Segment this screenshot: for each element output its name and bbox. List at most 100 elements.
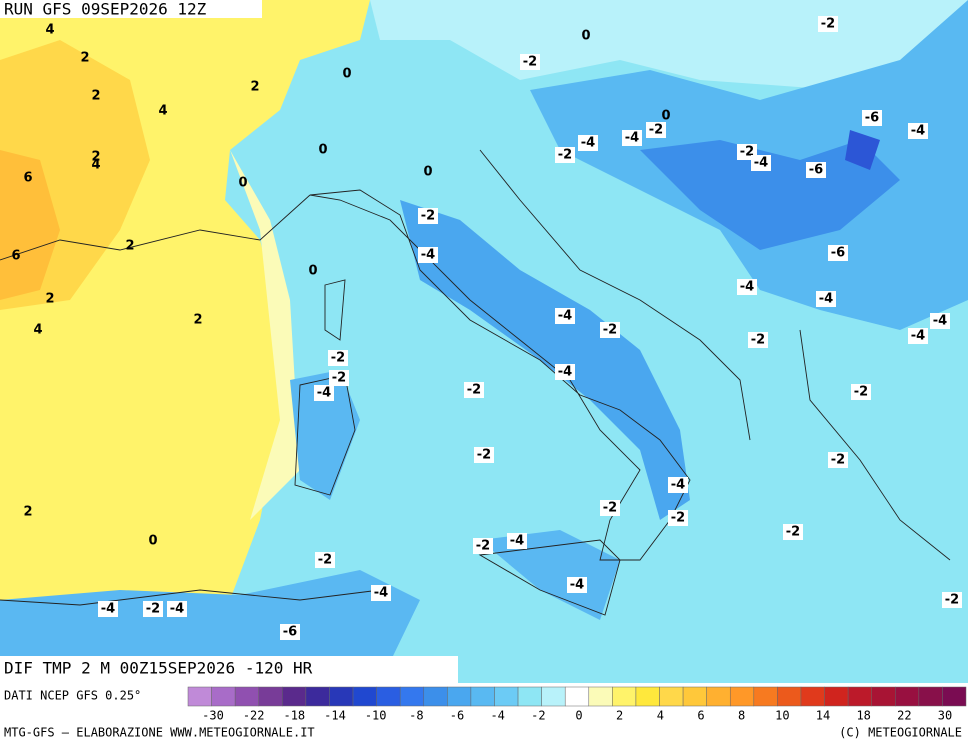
- colorbar-swatch: [588, 686, 613, 707]
- label-bg: [314, 385, 334, 401]
- label-bg: [748, 332, 768, 348]
- contour-label: -6: [809, 163, 823, 178]
- label-bg: [98, 601, 118, 617]
- colorbar-swatch: [635, 686, 660, 707]
- label-bg: [567, 577, 587, 593]
- contour-label: 0: [661, 109, 670, 124]
- contour-label: -4: [317, 386, 331, 401]
- contour-label: 4: [158, 104, 167, 119]
- colorbar-tick-label: 18: [856, 709, 870, 723]
- contour-label: 6: [23, 171, 32, 186]
- footer-credit: MTG-GFS – ELABORAZIONE WWW.METEOGIORNALE…: [4, 726, 315, 740]
- colorbar-swatch: [895, 686, 920, 707]
- label-bg: [555, 147, 575, 163]
- contour-label: -2: [649, 123, 663, 138]
- label-bg: [507, 533, 527, 549]
- colorbar-tick-label: 6: [697, 709, 704, 723]
- contour-label: -2: [331, 351, 345, 366]
- colorbar-swatch: [918, 686, 943, 707]
- coastlines: [0, 149, 951, 616]
- label-bg: [668, 477, 688, 493]
- contour-label: -4: [819, 292, 833, 307]
- adriatic-coast: [479, 149, 751, 441]
- label-bg: [555, 364, 575, 380]
- contour-label: 2: [45, 292, 54, 307]
- label-bg: [862, 110, 882, 126]
- contour-label: -2: [476, 539, 490, 554]
- contour-label: 2: [91, 89, 100, 104]
- contour-label: 0: [342, 67, 351, 82]
- contour-label: 0: [423, 165, 432, 180]
- colorbar: -30 -22 -18 -14 -10 -8 -6 -4 -2 0 2 4 6 8 10 14 18 22 30: [187, 686, 967, 723]
- contour-label: -4: [933, 314, 947, 329]
- corsica: [324, 279, 346, 341]
- label-bg: [783, 524, 803, 540]
- label-bg: [464, 382, 484, 398]
- contour-label: 0: [238, 176, 247, 191]
- contour-label: 4: [33, 323, 42, 338]
- label-bg: [371, 585, 391, 601]
- label-bg: [280, 624, 300, 640]
- label-bg: [751, 155, 771, 171]
- label-bg: [329, 370, 349, 386]
- contour-label: 0: [581, 29, 590, 44]
- cold-core: [640, 140, 900, 250]
- contour-label: -2: [603, 323, 617, 338]
- label-bg: [328, 350, 348, 366]
- colorbar-swatch: [329, 686, 354, 707]
- colorbar-swatch: [494, 686, 519, 707]
- france-coast: [0, 194, 311, 261]
- colorbar-swatch: [682, 686, 707, 707]
- colorbar-swatch: [517, 686, 542, 707]
- label-bg: [473, 538, 493, 554]
- warm-peak: [0, 150, 60, 300]
- contour-label: -2: [740, 145, 754, 160]
- colorbar-tick-label: 8: [738, 709, 745, 723]
- contour-label: -2: [146, 602, 160, 617]
- label-bg: [851, 384, 871, 400]
- label-bg: [167, 601, 187, 617]
- cold-peak: [845, 130, 880, 170]
- label-bg: [578, 135, 598, 151]
- contour-label: 4: [91, 158, 100, 173]
- colorbar-swatch: [399, 686, 425, 707]
- contour-label: -4: [754, 156, 768, 171]
- label-bg: [474, 447, 494, 463]
- contour-label: -6: [865, 111, 879, 126]
- contour-label: -2: [821, 17, 835, 32]
- contour-label: -4: [558, 365, 572, 380]
- contour-label: -4: [911, 329, 925, 344]
- contour-label: -6: [283, 625, 297, 640]
- data-source: DATI NCEP GFS 0.25°: [4, 689, 141, 703]
- contour-label: -2: [831, 453, 845, 468]
- colorbar-swatch: [612, 686, 637, 707]
- colorbar-swatch: [800, 686, 825, 707]
- contour-label: 4: [45, 23, 54, 38]
- contour-label: -4: [510, 534, 524, 549]
- label-bg: [908, 328, 928, 344]
- contour-label: -2: [318, 553, 332, 568]
- colorbar-swatch: [305, 686, 330, 707]
- greece-coast: [799, 329, 951, 561]
- label-bg: [942, 592, 962, 608]
- colorbar-tick-label: -2: [531, 709, 545, 723]
- label-bg: [600, 322, 620, 338]
- colorbar-swatch: [376, 686, 401, 707]
- colorbar-swatch: [824, 686, 849, 707]
- contour-label: -4: [101, 602, 115, 617]
- label-bg: [806, 162, 826, 178]
- contour-label: -4: [625, 131, 639, 146]
- contour-label: 0: [318, 143, 327, 158]
- label-bg: [520, 54, 540, 70]
- contour-label: 0: [148, 534, 157, 549]
- colorbar-swatch: [541, 686, 566, 707]
- colorbar-tick-label: -8: [409, 709, 423, 723]
- colorbar-swatch: [659, 686, 684, 707]
- contour-label: -2: [523, 55, 537, 70]
- contour-label: -4: [911, 124, 925, 139]
- title-box: [0, 656, 458, 683]
- label-bg: [818, 16, 838, 32]
- contour-label: 2: [23, 505, 32, 520]
- colorbar-tick-label: -30: [202, 709, 224, 723]
- contour-label: 6: [11, 249, 20, 264]
